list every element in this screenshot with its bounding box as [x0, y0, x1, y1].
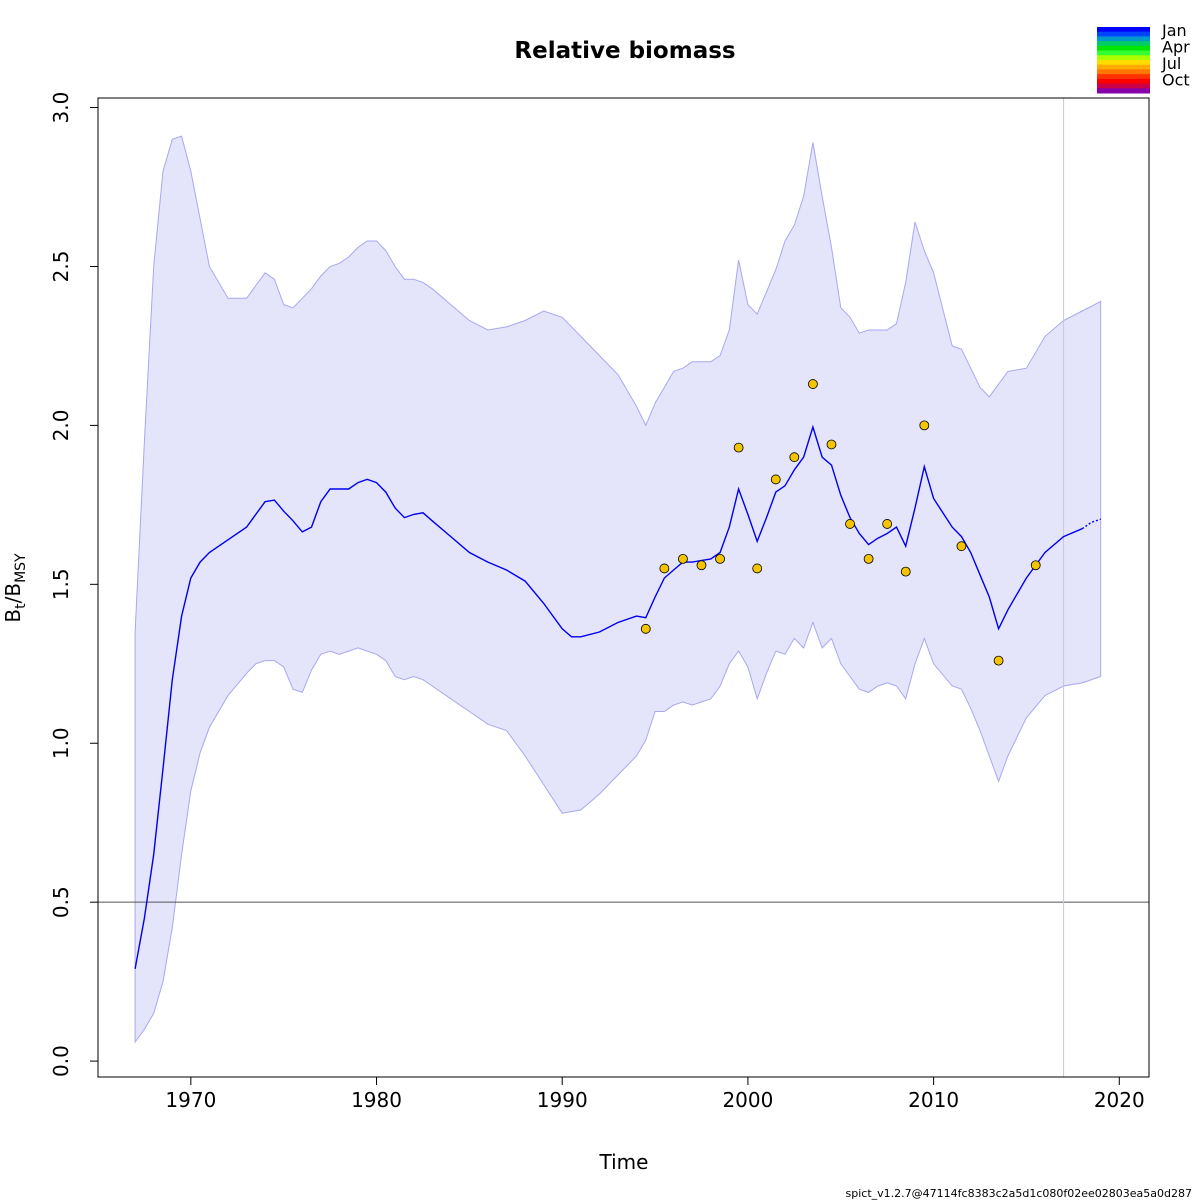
estimate-line [134, 424, 1083, 970]
legend-color-band [1097, 55, 1150, 61]
observation-point [789, 452, 800, 463]
forecast-line [1081, 518, 1101, 530]
y-tick-label: 3.0 [49, 92, 73, 124]
observation-point [733, 442, 744, 453]
x-tick-label: 1970 [165, 1088, 216, 1112]
observation-point [900, 566, 911, 577]
y-label-main: B [1, 609, 25, 623]
observation-point [715, 553, 725, 564]
y-tick-label: 1.5 [49, 568, 73, 600]
legend-color-band [1097, 50, 1150, 56]
legend-color-band [1097, 36, 1150, 42]
observation-point [863, 553, 874, 564]
legend-color-band [1097, 31, 1150, 37]
legend-color-band [1097, 69, 1150, 75]
x-tick-label: 2000 [722, 1088, 773, 1112]
observation-point [752, 563, 763, 574]
y-tick-label: 2.5 [49, 251, 73, 283]
confidence-band [134, 135, 1102, 1044]
y-axis-label: Bt/BMSY [1, 553, 29, 623]
legend-color-band [1097, 45, 1150, 52]
y-tick-label: 0.0 [49, 1045, 73, 1077]
y-label-sub1: t [13, 603, 29, 609]
legend-color-band [1097, 78, 1150, 85]
x-tick-label: 1980 [351, 1088, 402, 1112]
y-label-sep: /B [1, 583, 25, 603]
x-tick-label: 2020 [1094, 1088, 1145, 1112]
legend-label: Oct [1162, 71, 1190, 90]
observation-point [882, 519, 893, 529]
observation-point [956, 541, 967, 552]
x-axis: 1970 1980 1990 2000 2010 2020 [165, 1076, 1145, 1112]
observation-point [659, 563, 670, 574]
legend-color-band [1097, 41, 1150, 47]
observation-point [845, 519, 855, 529]
observation-point [1030, 560, 1041, 571]
y-tick-label: 0.5 [49, 886, 73, 918]
legend-color-band [1097, 27, 1150, 33]
legend-color-band [1097, 60, 1150, 66]
plot-area [98, 98, 1149, 1077]
observation-point [826, 439, 837, 450]
legend-label: Apr [1162, 38, 1190, 57]
y-axis: 0.0 0.5 1.0 1.5 2.0 2.5 3.0 [49, 92, 98, 1077]
legend-color-band [1097, 64, 1150, 70]
observation-point [770, 474, 781, 485]
observation-point [696, 560, 707, 571]
y-tick-label: 1.0 [49, 727, 73, 759]
chart-title: Relative biomass [514, 38, 735, 64]
x-tick-label: 2010 [908, 1088, 959, 1112]
legend-color-band [1097, 74, 1150, 80]
legend-color-band [1097, 88, 1150, 94]
footer-version: spict_v1.2.7@47114fc8383c2a5d1c080f02ee0… [846, 1187, 1192, 1200]
x-axis-label: Time [599, 1150, 649, 1174]
legend-label: Jul [1161, 54, 1181, 73]
observation-point [640, 623, 651, 634]
observation-point [993, 655, 1004, 666]
legend-label: Jan [1161, 21, 1187, 40]
legend-color-band [1097, 83, 1150, 89]
y-tick-label: 2.0 [49, 409, 73, 441]
x-tick-label: 1990 [537, 1088, 588, 1112]
observation-point [808, 379, 818, 389]
y-label-sub2: MSY [13, 553, 29, 583]
observation-point [919, 420, 930, 431]
observation-points [640, 379, 1041, 666]
observation-point [678, 553, 688, 564]
